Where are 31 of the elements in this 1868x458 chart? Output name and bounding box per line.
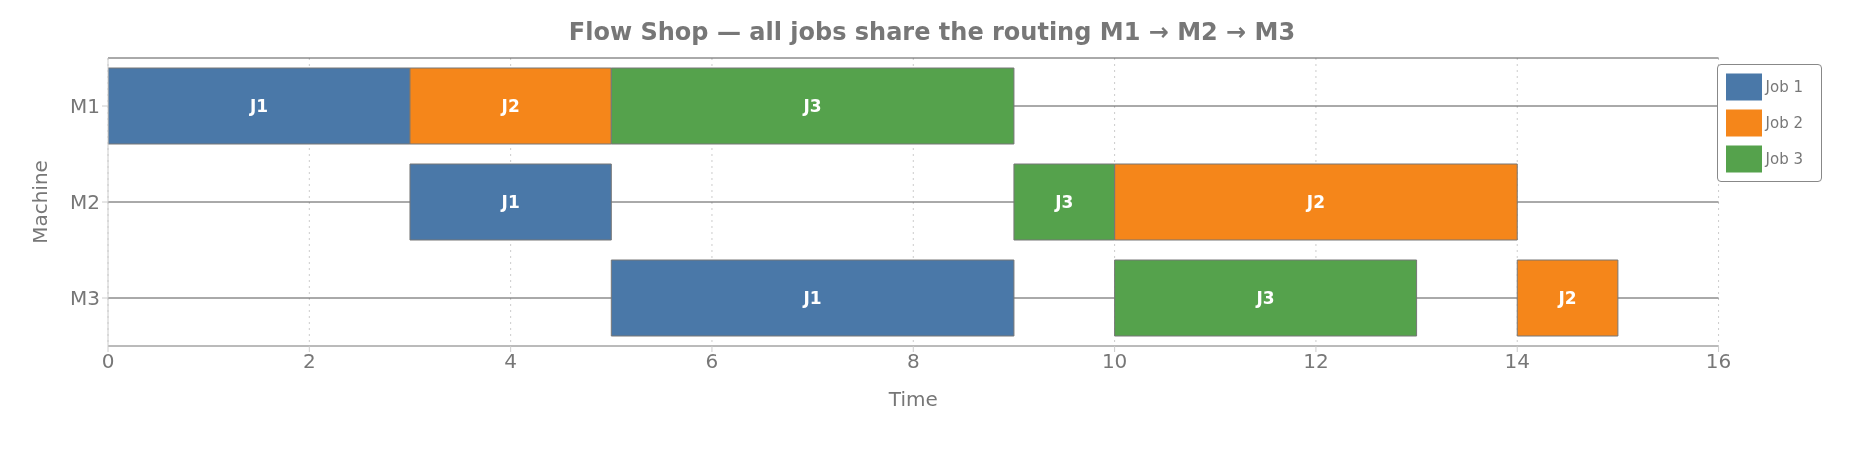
x-axis-title: Time xyxy=(887,387,938,411)
data-label: J2 xyxy=(1557,287,1577,308)
data-label: J1 xyxy=(248,95,269,116)
bar xyxy=(1516,259,1619,337)
data-label: J3 xyxy=(802,95,822,116)
legend-label: Job 3 xyxy=(1765,149,1803,168)
data-label: J3 xyxy=(1255,287,1275,308)
y-axis-title: Machine xyxy=(28,160,53,244)
bar xyxy=(1114,259,1418,337)
legend-label: Job 2 xyxy=(1765,113,1803,132)
bar xyxy=(409,163,612,241)
data-label: J1 xyxy=(802,287,822,308)
x-tick-label: 4 xyxy=(504,349,518,374)
x-tick-label: 8 xyxy=(906,349,920,374)
chart-title: Flow Shop — all jobs share the routing M1 → M2 → M3 xyxy=(567,18,1297,46)
y-tick-label: M2 xyxy=(70,190,100,215)
bar xyxy=(610,259,1015,337)
y-tick-label: M3 xyxy=(70,286,100,311)
data-label: J3 xyxy=(1054,191,1074,212)
x-tick-label: 0 xyxy=(101,349,115,374)
data-label: J2 xyxy=(500,95,520,116)
data-label: J1 xyxy=(500,191,520,212)
x-tick-label: 2 xyxy=(302,349,316,374)
y-tick-label: M1 xyxy=(70,94,100,119)
x-tick-label: 14 xyxy=(1504,349,1530,374)
x-tick-label: 10 xyxy=(1101,349,1128,374)
x-tick-label: 6 xyxy=(705,349,719,374)
legend-label: Job 1 xyxy=(1765,77,1803,96)
data-label: J2 xyxy=(1305,191,1325,212)
x-tick-label: 16 xyxy=(1705,349,1732,374)
x-tick-label: 12 xyxy=(1303,349,1329,374)
